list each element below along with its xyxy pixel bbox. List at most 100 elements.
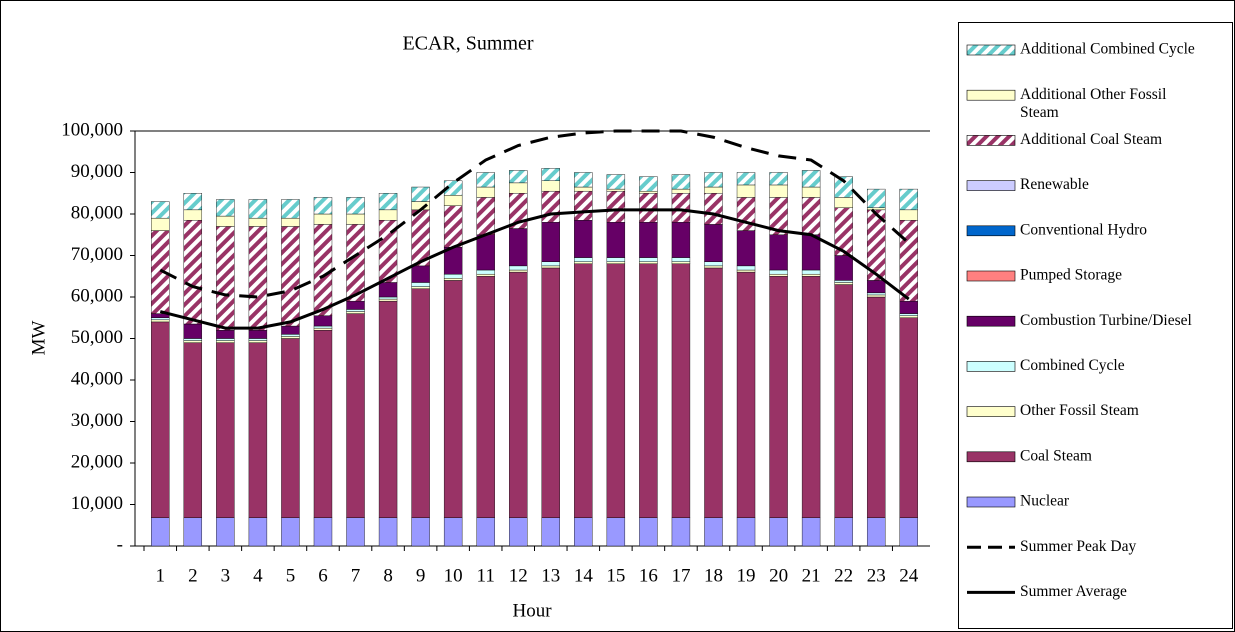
bar-segment [151,201,170,219]
bar-segment [671,517,691,547]
x-tick-label: 4 [253,565,263,586]
bar-segment [411,288,430,518]
x-tick-label: 9 [416,565,426,586]
bar-segment [639,517,658,547]
bar-segment [606,263,626,518]
bar-segment [509,265,528,271]
bar-segment [216,215,235,227]
bar-segment [801,170,821,188]
bar-segment [736,230,756,267]
bar-segment [248,340,268,343]
bar-segment [346,213,365,225]
legend-label: Nuclear [1020,493,1070,510]
x-tick-label: 11 [477,565,495,586]
bar-segment [769,273,788,277]
bar-segment [313,315,333,327]
legend-swatch [966,180,1016,191]
bar-segment [769,276,788,518]
bar-segment [899,220,918,302]
bar-segment [151,321,170,518]
bar-segment [509,182,528,194]
bar-segment [574,172,593,188]
x-tick-label: 17 [671,565,690,586]
legend-swatch [966,496,1016,508]
bar-segment [346,311,365,314]
bar-segment [411,286,430,289]
bar-segment [541,267,560,518]
legend-label: Coal Steam [1020,447,1092,464]
legend-label: Combustion Turbine/Diesel [1020,312,1192,329]
legend-swatch [966,451,1016,463]
x-tick-label: 18 [704,565,723,586]
bar-segment [541,222,560,262]
legend-label: Additional Other Fossil Steam [1020,86,1166,121]
bar-segment [151,319,170,323]
x-tick-label: 21 [802,565,821,586]
bar-segment [574,263,593,518]
bar-segment [671,263,691,518]
bar-segment [801,197,821,235]
bar-segment [671,174,691,190]
bar-segment [801,269,821,275]
bar-segment [866,188,886,208]
bar-segment [541,261,560,267]
line-series [159,208,910,330]
bar-segment [509,271,528,518]
x-tick-label: 20 [769,565,788,586]
bar-segment [899,315,918,318]
bar-segment [183,220,203,325]
bar-segment [216,330,235,339]
bar-segment [639,261,658,265]
bar-segment [216,338,235,341]
x-axis-label: Hour [512,600,552,621]
bar-segment [216,342,235,518]
bar-segment [801,186,821,198]
bar-segment [866,517,886,547]
bar-segment [606,257,626,262]
bar-segment [639,222,658,258]
bar-segment [866,280,886,294]
bar-segment [704,261,723,267]
bar-segment [509,170,528,184]
bar-segment [736,197,756,231]
x-tick-label: 1 [156,565,166,586]
bar-segment [736,172,756,186]
bar-segment [541,265,560,269]
bar-segment [346,309,365,312]
bar-segment [476,273,495,277]
bar-segment [639,190,658,194]
bar-segment [183,517,203,547]
bar-segment [248,342,268,518]
x-tick-label: 3 [221,565,231,586]
bar-segment [183,209,203,221]
bar-segment [476,234,495,271]
bar-segment [313,517,333,547]
bar-segment [574,261,593,265]
bar-segment [378,209,398,221]
bar-segment [183,193,203,211]
bar-segment [834,282,853,285]
y-tick-label: 90,000 [71,161,123,182]
bar-segment [704,265,723,269]
x-tick-label: 22 [834,565,853,586]
bar-segment [281,517,300,547]
bar-segment [248,338,268,341]
x-tick-label: 14 [574,565,594,586]
bar-segment [769,269,788,275]
bar-segment [866,292,886,296]
bar-segment [443,180,463,196]
x-tick-label: 6 [318,565,328,586]
legend-swatch [966,89,1016,101]
bar-segment [183,323,203,339]
bar-segment [639,263,658,518]
bar-segment [639,193,658,223]
y-axis-label: MW [28,321,49,356]
bar-segment [476,276,495,518]
bar-segment [866,294,886,298]
bar-segment [216,340,235,343]
bar-segment [378,298,398,302]
legend-label: Pumped Storage [1020,267,1122,284]
bar-segment [574,517,593,547]
bar-segment [606,517,626,547]
bar-segment [606,188,626,192]
